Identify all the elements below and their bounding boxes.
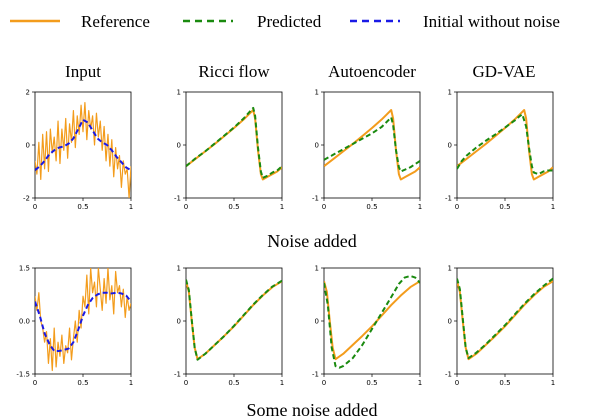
y-tick-label: 0 [448, 142, 452, 150]
x-tick-label: 0.5 [366, 379, 377, 387]
series-reference [457, 109, 553, 181]
y-tick-label: 1 [315, 89, 319, 97]
y-tick-label: 1 [448, 265, 452, 273]
panel-r1-c1: 0 0.5 1-101 [174, 265, 284, 388]
y-tick-label: 2 [26, 89, 30, 97]
panel-r1-c3: 0 0.5 1-101 [445, 265, 555, 388]
y-tick-label: 0 [177, 142, 181, 150]
legend: Reference Predicted Initial without nois… [10, 12, 560, 31]
panel-r0-c1: 0 0.5 1-101 [174, 89, 284, 212]
row-title-noise-added: Noise added [267, 231, 356, 251]
x-tick-label: 0.5 [77, 203, 88, 211]
legend-label-reference: Reference [81, 12, 150, 31]
y-tick-label: 0 [315, 318, 319, 326]
legend-label-initial: Initial without noise [423, 12, 560, 31]
series-reference [457, 280, 553, 361]
panel-r0-c3: 0 0.5 1-101 [445, 89, 555, 212]
y-tick-label: -1 [312, 195, 319, 203]
plot-frame [185, 91, 283, 199]
y-tick-label: 0 [315, 142, 319, 150]
x-tick-label: 0 [322, 203, 326, 211]
legend-label-predicted: Predicted [257, 12, 322, 31]
x-tick-label: 0.5 [499, 203, 510, 211]
x-tick-label: 0 [322, 379, 326, 387]
series-initial-without-noise [35, 291, 131, 353]
y-tick-label: 1 [177, 265, 181, 273]
x-tick-label: 1 [551, 203, 555, 211]
column-title-autoencoder: Autoencoder [328, 62, 416, 81]
column-title-input: Input [65, 62, 101, 81]
series-initial-without-noise [35, 118, 131, 172]
series-predicted [457, 113, 553, 176]
series-predicted [186, 106, 282, 179]
y-tick-label: -1 [445, 371, 452, 379]
y-tick-label: 1 [448, 89, 452, 97]
y-tick-label: -1 [174, 195, 181, 203]
series-predicted [324, 116, 420, 173]
panel-r1-c2: 0 0.5 1-101 [312, 265, 422, 388]
x-tick-label: 1 [280, 203, 284, 211]
x-tick-label: 0.5 [366, 203, 377, 211]
x-tick-label: 0 [184, 203, 188, 211]
series-predicted [457, 277, 553, 360]
series-reference [186, 109, 282, 181]
x-tick-label: 1 [418, 203, 422, 211]
x-tick-label: 1 [280, 379, 284, 387]
row-title-some-noise-added: Some noise added [247, 400, 378, 420]
y-tick-label: -1.5 [16, 371, 30, 379]
series-reference [324, 280, 420, 361]
plot-frame [456, 91, 554, 199]
series-reference [186, 280, 282, 361]
x-tick-label: 0 [455, 379, 459, 387]
x-tick-label: 1 [418, 379, 422, 387]
y-tick-label: 1.5 [19, 265, 30, 273]
column-title-gd-vae: GD-VAE [473, 62, 536, 81]
x-tick-label: 0 [455, 203, 459, 211]
x-tick-label: 0.5 [228, 379, 239, 387]
y-tick-label: 0.0 [19, 318, 30, 326]
panel-r0-c0: 0 0.5 1-202 [23, 89, 133, 212]
x-tick-label: 0 [33, 379, 37, 387]
y-tick-label: 1 [315, 265, 319, 273]
x-tick-label: 1 [129, 203, 133, 211]
x-tick-label: 0.5 [499, 379, 510, 387]
column-title-ricci-flow: Ricci flow [198, 62, 270, 81]
x-tick-label: 0 [184, 379, 188, 387]
y-tick-label: 0 [26, 142, 30, 150]
panel-r0-c2: 0 0.5 1-101 [312, 89, 422, 212]
y-tick-label: -2 [23, 195, 30, 203]
y-tick-label: 1 [177, 89, 181, 97]
y-tick-label: -1 [445, 195, 452, 203]
plot-frame [323, 91, 421, 199]
x-tick-label: 0.5 [77, 379, 88, 387]
x-tick-label: 1 [129, 379, 133, 387]
y-tick-label: -1 [312, 371, 319, 379]
panel-r1-c0: 0 0.5 1 -1.5 0.0 1.5 [16, 265, 133, 388]
y-tick-label: -1 [174, 371, 181, 379]
x-tick-label: 0.5 [228, 203, 239, 211]
series-noisy-input [35, 101, 131, 198]
x-tick-label: 0 [33, 203, 37, 211]
series-predicted [186, 279, 282, 361]
series-predicted [324, 274, 420, 369]
x-tick-label: 1 [551, 379, 555, 387]
y-tick-label: 0 [177, 318, 181, 326]
series-noisy-input [35, 268, 131, 372]
y-tick-label: 0 [448, 318, 452, 326]
